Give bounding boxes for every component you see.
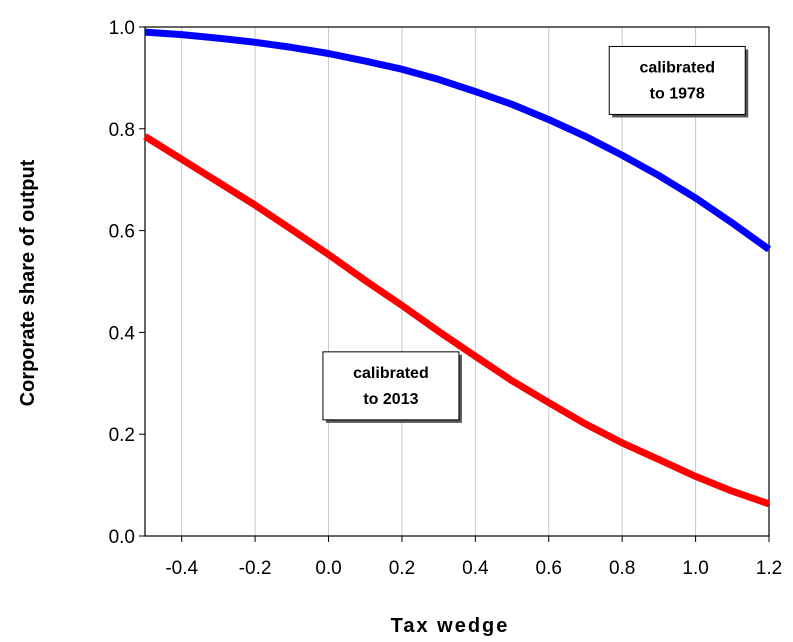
x-tick-label: 0.0 — [315, 558, 341, 579]
y-tick-label: 1.0 — [109, 18, 135, 39]
y-tick-label: 0.2 — [109, 425, 135, 446]
x-tick-label: 0.6 — [536, 558, 562, 579]
x-tick-label: -0.4 — [165, 558, 198, 579]
series-lines — [143, 28, 772, 508]
x-tick-label: 0.8 — [609, 558, 635, 579]
annotation-label: to 1978 — [650, 85, 705, 102]
x-tick-label: -0.2 — [239, 558, 272, 579]
annotation-box: calibrated to 2013 — [322, 351, 462, 423]
annotation-label: calibrated — [639, 59, 715, 76]
annotations: calibrated to 1978 calibrated to 2013 — [322, 45, 749, 423]
annotation-frame — [322, 351, 460, 421]
y-axis-title: Corporate share of output — [17, 159, 39, 406]
annotation-label: calibrated — [353, 365, 429, 382]
y-tick-label: 0.8 — [109, 120, 135, 141]
annotation-frame — [608, 45, 746, 115]
x-tick-label: 0.4 — [462, 558, 489, 579]
annotation-label: to 2013 — [363, 391, 418, 408]
y-tick-label: 0.6 — [109, 222, 135, 243]
y-tick-label: 0.4 — [109, 323, 136, 344]
series-line-2 — [143, 133, 771, 508]
annotation-box: calibrated to 1978 — [608, 45, 749, 118]
x-axis-title: Tax wedge — [391, 615, 510, 637]
plot-area-frame — [144, 26, 770, 537]
axis-ticks: -0.4 -0.2 0.0 0.2 0.4 0.6 0.8 1.0 1.2 0.0 0.2 0.4 0.… — [109, 18, 783, 579]
y-tick-label: 0.0 — [109, 527, 135, 548]
series-line-1 — [144, 28, 772, 253]
x-tick-label: 0.2 — [389, 558, 415, 579]
x-tick-label: 1.0 — [682, 558, 708, 579]
x-tick-label: 1.2 — [756, 558, 782, 579]
